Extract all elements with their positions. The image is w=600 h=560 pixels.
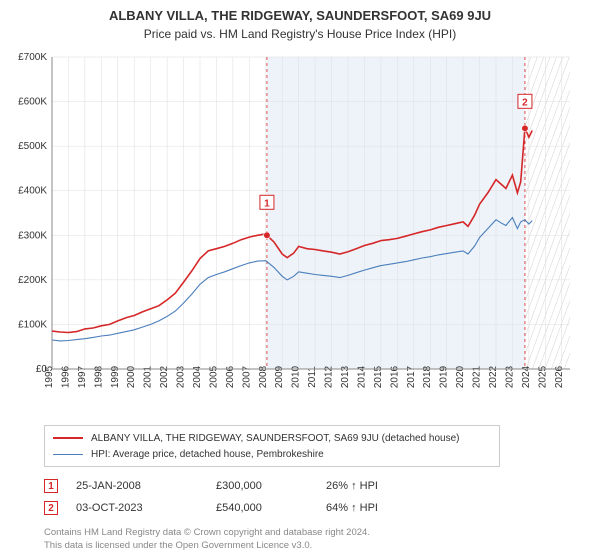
chart-plot-area: £0£100K£200K£300K£400K£500K£600K£700K199… — [10, 49, 590, 419]
svg-text:1: 1 — [264, 198, 270, 209]
footer-line2: This data is licensed under the Open Gov… — [44, 540, 590, 553]
legend-label: HPI: Average price, detached house, Pemb… — [91, 449, 324, 460]
event-number-box: 1 — [44, 479, 58, 493]
chart-title-line1: ALBANY VILLA, THE RIDGEWAY, SAUNDERSFOOT… — [10, 8, 590, 23]
legend-box: ALBANY VILLA, THE RIDGEWAY, SAUNDERSFOOT… — [44, 425, 500, 467]
event-date: 25-JAN-2008 — [76, 480, 216, 492]
legend-color-swatch — [53, 454, 83, 455]
event-price: £540,000 — [216, 502, 326, 514]
svg-text:£500K: £500K — [18, 141, 47, 152]
chart-container: ALBANY VILLA, THE RIDGEWAY, SAUNDERSFOOT… — [0, 0, 600, 560]
legend-color-swatch — [53, 437, 83, 439]
svg-text:£100K: £100K — [18, 319, 47, 330]
event-delta: 26% ↑ HPI — [326, 480, 416, 492]
svg-text:£600K: £600K — [18, 97, 47, 108]
event-row: 2 03-OCT-2023£540,00064% ↑ HPI — [44, 497, 584, 519]
events-table: 1 25-JAN-2008£300,00026% ↑ HPI 2 03-OCT-202… — [44, 475, 584, 519]
svg-text:£400K: £400K — [18, 186, 47, 197]
event-price: £300,000 — [216, 480, 326, 492]
event-date: 03-OCT-2023 — [76, 502, 216, 514]
svg-text:£200K: £200K — [18, 275, 47, 286]
legend-label: ALBANY VILLA, THE RIDGEWAY, SAUNDERSFOOT… — [91, 433, 459, 444]
svg-text:2: 2 — [522, 97, 528, 108]
chart-title-line2: Price paid vs. HM Land Registry's House … — [10, 27, 590, 41]
event-row: 1 25-JAN-2008£300,00026% ↑ HPI — [44, 475, 584, 497]
legend-row: ALBANY VILLA, THE RIDGEWAY, SAUNDERSFOOT… — [53, 430, 491, 446]
svg-text:£300K: £300K — [18, 230, 47, 241]
footer-attribution: Contains HM Land Registry data © Crown c… — [44, 527, 590, 553]
event-delta: 64% ↑ HPI — [326, 502, 416, 514]
svg-text:£700K: £700K — [18, 52, 47, 63]
chart-svg: £0£100K£200K£300K£400K£500K£600K£700K199… — [10, 49, 590, 419]
event-number-box: 2 — [44, 501, 58, 515]
footer-line1: Contains HM Land Registry data © Crown c… — [44, 527, 590, 540]
legend-row: HPI: Average price, detached house, Pemb… — [53, 446, 491, 462]
